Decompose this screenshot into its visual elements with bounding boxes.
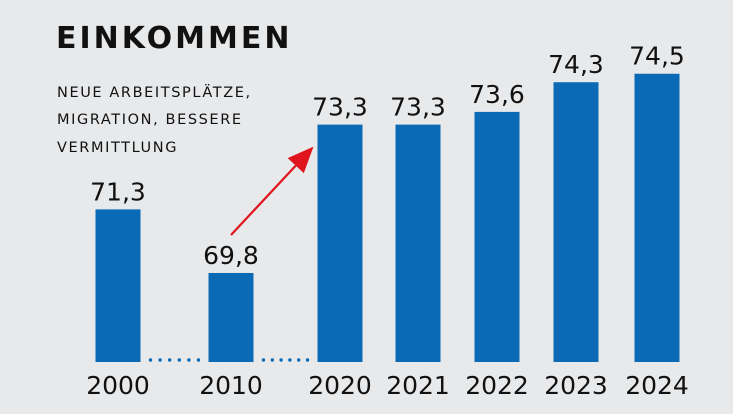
gap-dot (288, 358, 292, 362)
value-label-2000: 71,3 (90, 177, 146, 206)
bar-2010 (208, 272, 254, 362)
bar-2021 (395, 124, 441, 362)
gap-dot (196, 358, 201, 362)
gap-dot (305, 358, 310, 362)
tick-label-2010: 2010 (199, 371, 263, 400)
value-label-2022: 73,6 (469, 80, 525, 109)
bar-2024 (634, 73, 680, 363)
gap-dot (168, 358, 172, 362)
tick-label-2024: 2024 (625, 371, 689, 400)
tick-label-2023: 2023 (544, 371, 608, 400)
trend-arrow-head (287, 146, 314, 174)
x-axis-tick-labels: 2000 2010 2020 2021 2022 2023 2024 (86, 371, 689, 400)
value-labels: 71,3 69,8 73,3 73,3 73,6 74,3 74,5 (90, 42, 685, 270)
gap-dot (177, 358, 181, 362)
value-label-2021: 73,3 (390, 93, 446, 122)
tick-label-2020: 2020 (308, 371, 372, 400)
tick-label-2000: 2000 (86, 371, 150, 400)
gap-dot (297, 358, 301, 362)
trend-arrow-line (230, 164, 297, 236)
trend-arrow (230, 146, 314, 236)
bar-2022 (474, 111, 520, 363)
chart-title: EINKOMMEN (56, 21, 292, 56)
gap-dot (261, 358, 266, 362)
value-label-2020: 73,3 (312, 93, 368, 122)
gap-dots (148, 358, 310, 362)
gap-dot (279, 358, 283, 362)
gap-dot (158, 358, 162, 362)
bar-2023 (553, 82, 599, 362)
value-label-2024: 74,5 (629, 42, 685, 71)
value-label-2010: 69,8 (203, 241, 259, 270)
gap-dot (148, 358, 153, 362)
gap-dot (187, 358, 191, 362)
gap-dot (270, 358, 274, 362)
chart-subtitle-line-3: VERMITTLUNG (57, 140, 178, 156)
tick-label-2021: 2021 (386, 371, 450, 400)
bar-series (95, 73, 680, 363)
bar-2020 (317, 124, 363, 362)
tick-label-2022: 2022 (465, 371, 529, 400)
chart-subtitle-line-2: MIGRATION, BESSERE (57, 112, 243, 128)
value-label-2023: 74,3 (548, 50, 604, 79)
bar-2000 (95, 209, 141, 362)
chart-subtitle-line-1: NEUE ARBEITSPLÄTZE, (57, 83, 252, 101)
